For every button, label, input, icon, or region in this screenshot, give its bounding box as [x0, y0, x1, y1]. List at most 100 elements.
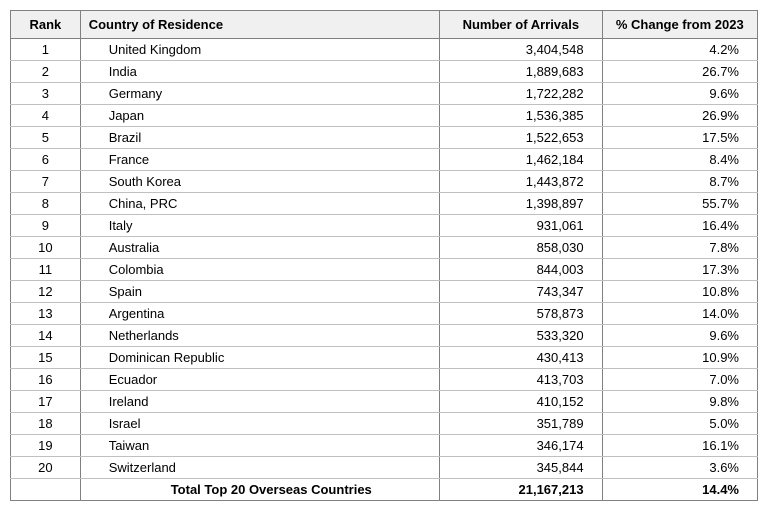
cell-country: India: [80, 61, 439, 83]
table-row: 6France1,462,1848.4%: [11, 149, 758, 171]
header-rank: Rank: [11, 11, 81, 39]
cell-rank: 14: [11, 325, 81, 347]
cell-change: 16.1%: [602, 435, 757, 457]
cell-change: 10.8%: [602, 281, 757, 303]
cell-rank: 15: [11, 347, 81, 369]
header-country: Country of Residence: [80, 11, 439, 39]
cell-rank: 7: [11, 171, 81, 193]
cell-country: Israel: [80, 413, 439, 435]
cell-change: 17.5%: [602, 127, 757, 149]
table-row: 15Dominican Republic430,41310.9%: [11, 347, 758, 369]
cell-rank: 3: [11, 83, 81, 105]
table-row: 20Switzerland345,8443.6%: [11, 457, 758, 479]
cell-rank: 11: [11, 259, 81, 281]
cell-rank: 19: [11, 435, 81, 457]
cell-change: 3.6%: [602, 457, 757, 479]
cell-change: 9.6%: [602, 325, 757, 347]
cell-country: Brazil: [80, 127, 439, 149]
cell-change: 8.7%: [602, 171, 757, 193]
cell-arrivals: 1,462,184: [440, 149, 602, 171]
cell-change: 26.9%: [602, 105, 757, 127]
cell-change: 14.0%: [602, 303, 757, 325]
cell-arrivals: 345,844: [440, 457, 602, 479]
table-row: 14Netherlands533,3209.6%: [11, 325, 758, 347]
cell-rank: 16: [11, 369, 81, 391]
cell-arrivals: 351,789: [440, 413, 602, 435]
cell-arrivals: 3,404,548: [440, 39, 602, 61]
cell-country: Spain: [80, 281, 439, 303]
cell-country: Taiwan: [80, 435, 439, 457]
table-row: 19Taiwan346,17416.1%: [11, 435, 758, 457]
cell-arrivals: 1,443,872: [440, 171, 602, 193]
cell-rank: 18: [11, 413, 81, 435]
cell-country: Ecuador: [80, 369, 439, 391]
cell-change: 5.0%: [602, 413, 757, 435]
cell-rank: 17: [11, 391, 81, 413]
table-row: 5Brazil1,522,65317.5%: [11, 127, 758, 149]
cell-country: China, PRC: [80, 193, 439, 215]
table-row: 16Ecuador413,7037.0%: [11, 369, 758, 391]
cell-country: Germany: [80, 83, 439, 105]
cell-arrivals: 1,398,897: [440, 193, 602, 215]
cell-change: 26.7%: [602, 61, 757, 83]
cell-arrivals: 533,320: [440, 325, 602, 347]
cell-country: Japan: [80, 105, 439, 127]
table-row: 4Japan1,536,38526.9%: [11, 105, 758, 127]
cell-change: 8.4%: [602, 149, 757, 171]
cell-rank: 8: [11, 193, 81, 215]
cell-arrivals: 1,536,385: [440, 105, 602, 127]
cell-country: Switzerland: [80, 457, 439, 479]
cell-country: France: [80, 149, 439, 171]
table-row: 12Spain743,34710.8%: [11, 281, 758, 303]
cell-arrivals: 413,703: [440, 369, 602, 391]
cell-rank: 1: [11, 39, 81, 61]
cell-change: 10.9%: [602, 347, 757, 369]
cell-rank: 12: [11, 281, 81, 303]
arrivals-table: Rank Country of Residence Number of Arri…: [10, 10, 758, 501]
cell-rank: 6: [11, 149, 81, 171]
cell-change: 9.6%: [602, 83, 757, 105]
cell-change: 7.8%: [602, 237, 757, 259]
table-row: 17Ireland410,1529.8%: [11, 391, 758, 413]
table-row: 10Australia858,0307.8%: [11, 237, 758, 259]
cell-country: Netherlands: [80, 325, 439, 347]
cell-arrivals: 346,174: [440, 435, 602, 457]
cell-rank: 2: [11, 61, 81, 83]
cell-arrivals: 430,413: [440, 347, 602, 369]
cell-change: 16.4%: [602, 215, 757, 237]
table-row: 13Argentina578,87314.0%: [11, 303, 758, 325]
cell-country: Australia: [80, 237, 439, 259]
cell-country: United Kingdom: [80, 39, 439, 61]
cell-country: South Korea: [80, 171, 439, 193]
total-change: 14.4%: [602, 479, 757, 501]
cell-country: Argentina: [80, 303, 439, 325]
table-row: 11Colombia844,00317.3%: [11, 259, 758, 281]
cell-arrivals: 858,030: [440, 237, 602, 259]
cell-arrivals: 931,061: [440, 215, 602, 237]
table-row: 7South Korea1,443,8728.7%: [11, 171, 758, 193]
table-row: 18Israel351,7895.0%: [11, 413, 758, 435]
cell-arrivals: 1,889,683: [440, 61, 602, 83]
table-row: 1United Kingdom3,404,5484.2%: [11, 39, 758, 61]
table-row: 3Germany1,722,2829.6%: [11, 83, 758, 105]
cell-arrivals: 1,522,653: [440, 127, 602, 149]
cell-change: 4.2%: [602, 39, 757, 61]
cell-country: Italy: [80, 215, 439, 237]
table-row: 8China, PRC1,398,89755.7%: [11, 193, 758, 215]
total-arrivals: 21,167,213: [440, 479, 602, 501]
cell-arrivals: 410,152: [440, 391, 602, 413]
cell-rank: 20: [11, 457, 81, 479]
cell-country: Colombia: [80, 259, 439, 281]
cell-change: 17.3%: [602, 259, 757, 281]
cell-rank: 13: [11, 303, 81, 325]
header-arrivals: Number of Arrivals: [440, 11, 602, 39]
cell-arrivals: 1,722,282: [440, 83, 602, 105]
cell-change: 9.8%: [602, 391, 757, 413]
table-row: 2India1,889,68326.7%: [11, 61, 758, 83]
cell-rank: 9: [11, 215, 81, 237]
cell-rank: [11, 479, 81, 501]
cell-rank: 4: [11, 105, 81, 127]
cell-arrivals: 743,347: [440, 281, 602, 303]
cell-change: 55.7%: [602, 193, 757, 215]
cell-country: Ireland: [80, 391, 439, 413]
